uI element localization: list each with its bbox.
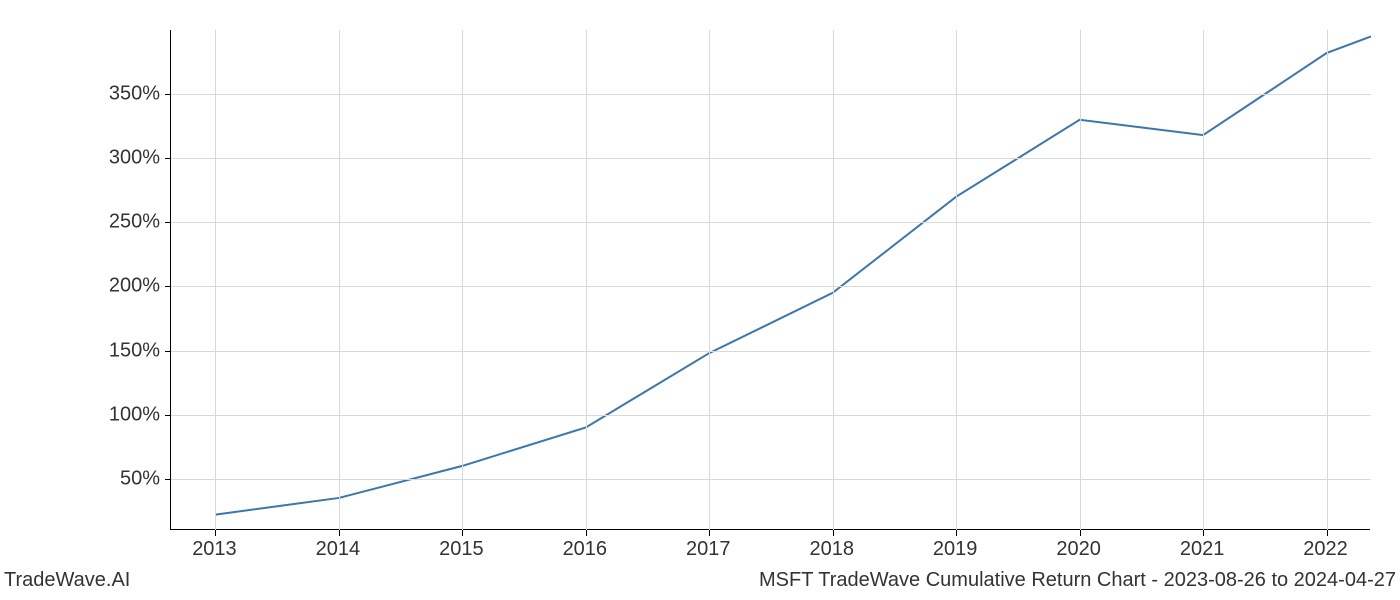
y-tick-mark [165, 415, 171, 416]
x-tick-label: 2014 [308, 538, 368, 561]
x-tick-mark [462, 530, 463, 536]
grid-line-horizontal [171, 286, 1371, 287]
grid-line-horizontal [171, 158, 1371, 159]
y-tick-mark [165, 351, 171, 352]
line-series [171, 30, 1371, 530]
x-tick-label: 2022 [1296, 538, 1356, 561]
grid-line-vertical [956, 30, 957, 530]
y-tick-label: 100% [80, 403, 160, 426]
y-tick-label: 150% [80, 339, 160, 362]
x-tick-mark [709, 530, 710, 536]
chart-container [170, 30, 1370, 530]
grid-line-vertical [1080, 30, 1081, 530]
grid-line-vertical [339, 30, 340, 530]
plot-area [170, 30, 1370, 530]
grid-line-horizontal [171, 479, 1371, 480]
grid-line-horizontal [171, 415, 1371, 416]
grid-line-vertical [1203, 30, 1204, 530]
x-tick-mark [586, 530, 587, 536]
y-tick-label: 250% [80, 211, 160, 234]
x-tick-label: 2013 [184, 538, 244, 561]
grid-line-vertical [833, 30, 834, 530]
x-tick-label: 2020 [1049, 538, 1109, 561]
y-tick-label: 50% [80, 467, 160, 490]
grid-line-vertical [586, 30, 587, 530]
y-tick-mark [165, 94, 171, 95]
grid-line-horizontal [171, 351, 1371, 352]
grid-line-vertical [462, 30, 463, 530]
x-tick-label: 2019 [925, 538, 985, 561]
y-tick-mark [165, 479, 171, 480]
y-tick-mark [165, 158, 171, 159]
x-tick-mark [1327, 530, 1328, 536]
x-tick-mark [1203, 530, 1204, 536]
x-tick-label: 2021 [1172, 538, 1232, 561]
y-tick-label: 200% [80, 275, 160, 298]
x-tick-label: 2016 [555, 538, 615, 561]
grid-line-horizontal [171, 222, 1371, 223]
footer-right-text: MSFT TradeWave Cumulative Return Chart -… [759, 569, 1396, 592]
y-tick-mark [165, 222, 171, 223]
x-tick-mark [833, 530, 834, 536]
x-tick-label: 2018 [802, 538, 862, 561]
grid-line-vertical [709, 30, 710, 530]
x-tick-mark [339, 530, 340, 536]
y-tick-label: 300% [80, 147, 160, 170]
x-tick-label: 2017 [678, 538, 738, 561]
x-tick-mark [1080, 530, 1081, 536]
x-tick-mark [215, 530, 216, 536]
x-tick-mark [956, 530, 957, 536]
y-tick-mark [165, 286, 171, 287]
footer-left-text: TradeWave.AI [4, 569, 130, 592]
y-tick-label: 350% [80, 83, 160, 106]
x-tick-label: 2015 [431, 538, 491, 561]
grid-line-horizontal [171, 94, 1371, 95]
grid-line-vertical [215, 30, 216, 530]
grid-line-vertical [1327, 30, 1328, 530]
